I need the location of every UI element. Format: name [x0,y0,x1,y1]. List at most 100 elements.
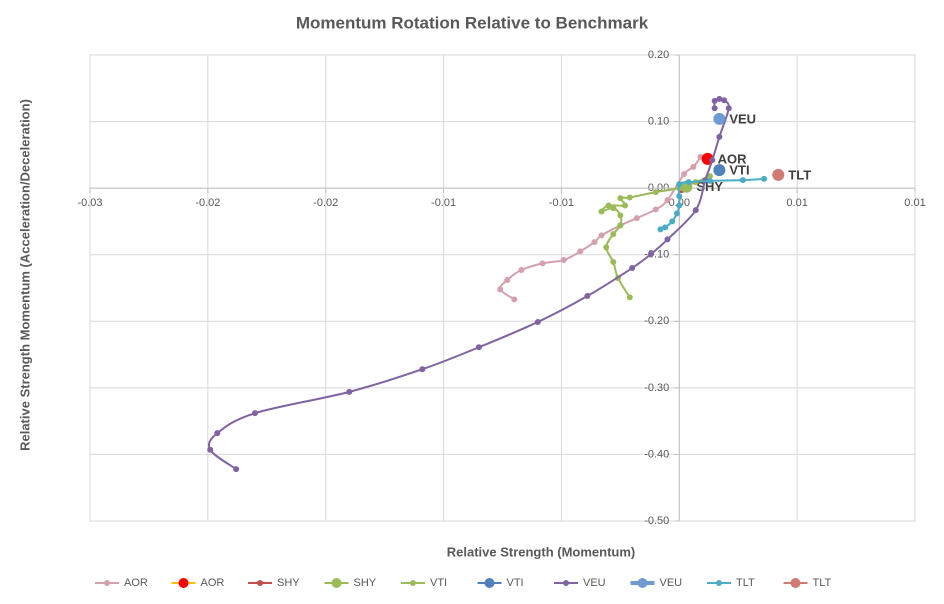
legend-item: AOR [95,577,148,589]
point [664,236,671,243]
point [534,318,541,325]
head-point [772,168,785,181]
legend-item: VTI [477,577,524,589]
point [652,189,659,196]
legend-marker [104,580,110,586]
point [685,179,692,186]
head-label: AOR [718,151,748,166]
point [629,265,636,272]
point [560,257,567,264]
head-label: VEU [729,111,756,126]
point [692,207,699,214]
legend-label: VTI [507,577,524,589]
legend-marker [563,580,569,586]
chart-title: Momentum Rotation Relative to Benchmark [296,13,649,32]
x-tick-label: -0.01 [549,197,574,209]
legend-item: VEU [554,577,606,589]
point [610,259,617,266]
point [761,175,768,182]
head-label: VTI [729,163,749,178]
point [711,97,718,104]
x-tick-label: 0.01 [786,197,807,209]
point [725,105,732,112]
point [504,277,511,284]
point [598,208,605,215]
point [711,105,718,112]
legend-item: AOR [171,577,225,589]
point [676,193,683,200]
y-axis-title: Relative Strength Momentum (Acceleration… [17,99,32,451]
point [591,239,598,246]
head-point [713,164,726,177]
point [603,244,610,251]
legend-label: SHY [277,577,300,589]
point [617,212,624,219]
point [716,133,723,140]
point [577,248,584,255]
legend-item: TLT [783,577,832,589]
x-tick-label: -0.02 [313,197,338,209]
point [214,430,221,437]
x-tick-label: 0.01 [904,197,925,209]
legend-item: VEU [630,577,683,589]
point [673,210,680,217]
legend-marker [178,578,189,588]
legend-marker [637,578,648,588]
legend-marker [790,578,801,588]
legend-marker [257,580,263,586]
y-tick-label: -0.30 [644,382,669,394]
point [610,231,617,238]
point [652,206,659,213]
point [605,202,612,209]
point [617,222,624,229]
legend-label: TLT [813,577,832,589]
x-axis-title: Relative Strength (Momentum) [447,544,636,559]
legend-label: SHY [354,577,377,589]
point [664,197,671,204]
point [657,226,664,233]
point [662,224,669,231]
point [346,388,353,395]
point [598,232,605,239]
legend-item: TLT [707,577,755,589]
series-line [498,156,702,301]
y-tick-label: -0.40 [644,448,669,460]
y-tick-label: 0.10 [648,115,669,127]
y-tick-label: 0.20 [648,49,669,61]
legend-item: SHY [324,577,377,589]
point [690,163,697,170]
legend-item: VTI [401,577,447,589]
point [681,171,687,178]
y-tick-label: -0.50 [644,515,669,527]
point [676,202,683,209]
point [622,202,629,209]
legend-label: VTI [430,577,447,589]
point [706,177,713,184]
legend-item: SHY [248,577,300,589]
legend-label: VEU [660,577,683,589]
point [584,292,591,299]
point [716,95,723,102]
point [709,157,716,164]
point [721,97,728,104]
point [252,410,258,417]
y-tick-label: -0.20 [644,315,669,327]
legend-marker [716,580,722,586]
legend-marker [331,578,342,588]
point [539,260,546,267]
point [739,177,746,184]
point [518,267,525,274]
legend-label: AOR [201,577,225,589]
point [497,286,504,293]
legend-label: VEU [583,577,606,589]
legend-label: AOR [124,577,148,589]
point [233,466,240,473]
point [706,173,713,180]
legend-marker [484,578,495,588]
x-tick-label: -0.02 [195,197,220,209]
head-label: TLT [788,167,811,182]
x-tick-label: -0.03 [77,197,102,209]
point [419,366,426,373]
